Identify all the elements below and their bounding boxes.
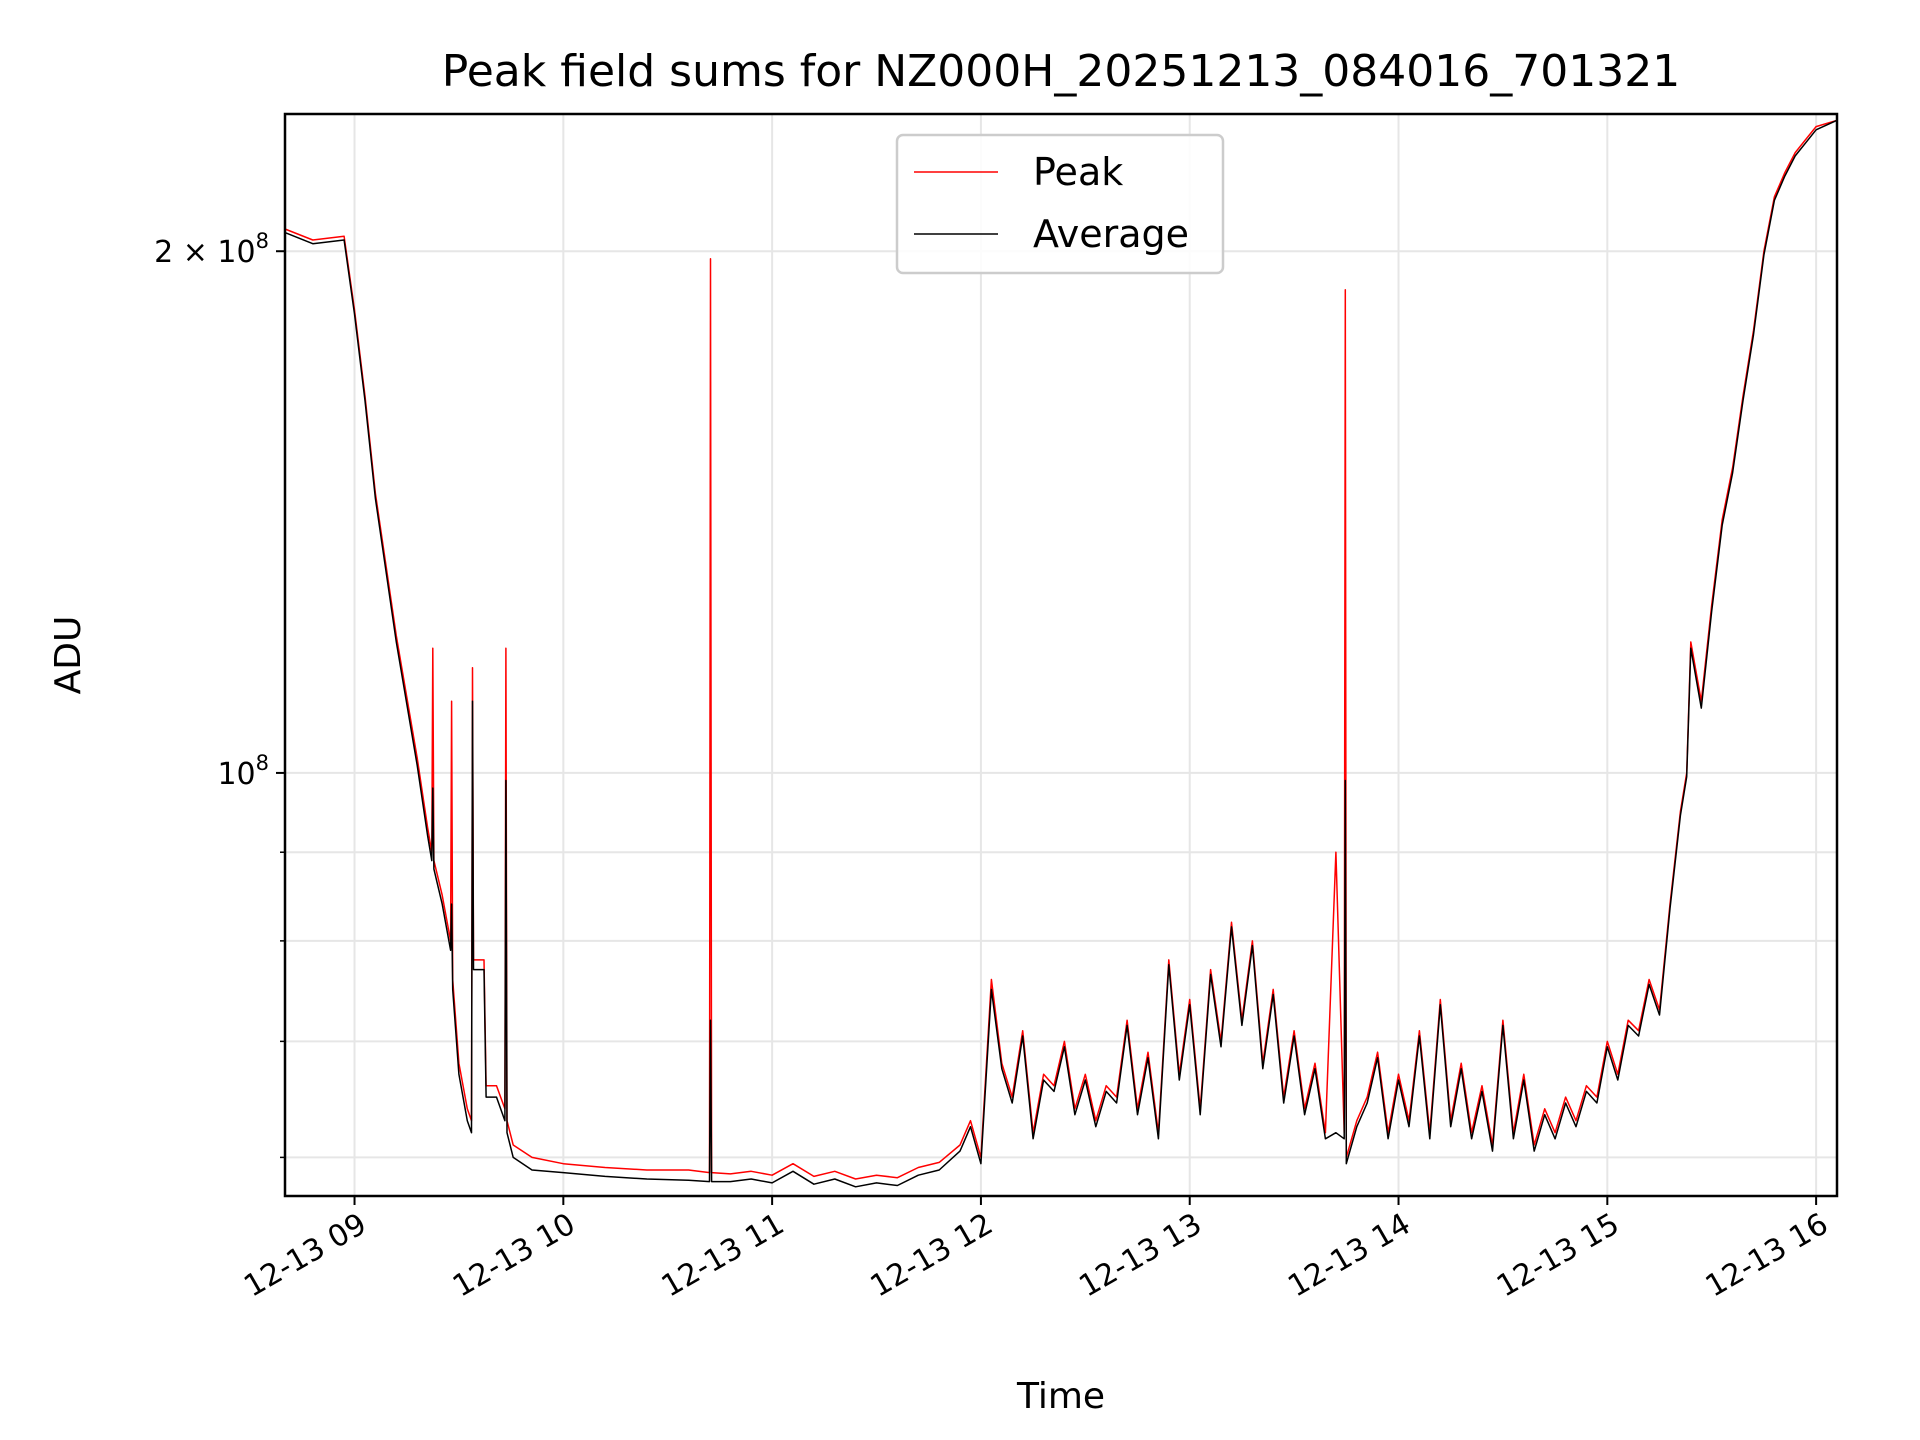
grid	[285, 114, 1837, 1196]
legend: Peak Average	[895, 133, 1225, 275]
y-axis: 2 × 108 108	[154, 229, 285, 1159]
legend-box	[895, 133, 1225, 275]
y-tick-label-0: 2 × 108	[154, 229, 269, 270]
chart-title: Peak field sums for NZ000H_20251213_0840…	[442, 46, 1680, 97]
legend-label-peak: Peak	[1033, 150, 1123, 194]
series-group	[284, 119, 1838, 1188]
plot-frame	[283, 112, 1839, 1198]
y-tick-label-1: 108	[217, 751, 269, 792]
x-axis-label: Time	[1016, 1376, 1105, 1417]
legend-label-average: Average	[1033, 212, 1189, 256]
series-line-average	[284, 119, 1838, 1188]
y-axis-label: ADU	[48, 616, 89, 695]
